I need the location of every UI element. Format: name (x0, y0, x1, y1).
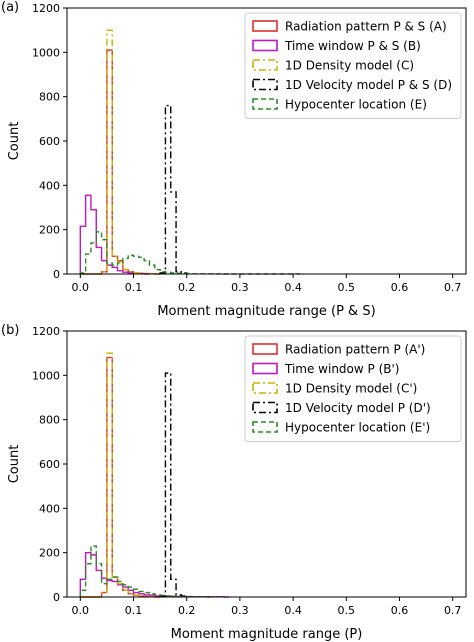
x-axis-label: Moment magnitude range (P) (171, 627, 363, 642)
x-tick-label: 0.2 (178, 281, 196, 294)
y-tick-label: 200 (39, 547, 60, 560)
y-tick-label: 600 (39, 135, 60, 148)
x-tick-label: 0.0 (72, 604, 90, 617)
legend-box (244, 12, 462, 119)
x-tick-label: 0.5 (338, 281, 356, 294)
y-axis-label: Count (7, 445, 22, 484)
legend: Radiation pattern P (A') Time window P (B… (244, 335, 462, 442)
histogram-series-B (79, 551, 230, 598)
legend-swatch-B (252, 362, 278, 375)
y-tick-label: 1000 (32, 46, 60, 59)
histogram-series-A (80, 356, 161, 598)
y-tick-label: 400 (39, 502, 60, 515)
axis-ticks: 0.0 0.1 0.2 0.3 0.4 0.5 0.6 0.7 0 200 400 600 800 100… (32, 2, 461, 294)
legend-entry-C: 1D Density model (C') (285, 382, 417, 396)
legend-entry-C: 1D Density model (C) (285, 59, 414, 73)
y-tick-label: 0 (53, 591, 60, 604)
y-tick-label: 1000 (32, 369, 60, 382)
histogram-series-C (80, 29, 161, 275)
histogram-series-A (80, 49, 161, 275)
legend-swatch-C (252, 382, 278, 394)
histogram-series-B (79, 194, 150, 275)
legend-swatch-A (252, 20, 278, 32)
x-tick-label: 0.1 (125, 604, 143, 617)
y-axis-label-text: Count (7, 122, 22, 161)
histogram-series-E (79, 231, 304, 275)
x-tick-label: 0.6 (391, 281, 409, 294)
legend-box (244, 335, 462, 442)
legend-entry-B: Time window P (B') (284, 362, 399, 376)
x-tick-label: 0.3 (231, 281, 249, 294)
x-tick-label: 0.7 (444, 281, 462, 294)
histogram-series-C (80, 352, 161, 598)
y-tick-label: 1200 (32, 2, 60, 15)
panel-b: (b) Count Moment magnitude range (P) 0.0… (1, 323, 467, 642)
x-tick-label: 0.0 (72, 281, 90, 294)
legend-entry-D: 1D Velocity model P & S (D) (285, 78, 452, 92)
y-tick-label: 0 (53, 268, 60, 281)
panel-a: (a) Count Moment magnitude range (P & S)… (1, 0, 467, 319)
legend-swatch-A (252, 343, 278, 355)
legend-swatch-B (252, 39, 278, 52)
y-tick-label: 200 (39, 224, 60, 237)
histogram-series-D (159, 372, 188, 597)
x-tick-label: 0.3 (231, 604, 249, 617)
y-tick-label: 400 (39, 179, 60, 192)
legend-entry-D: 1D Velocity model P (D') (285, 401, 431, 415)
legend-entry-B: Time window P & S (B) (284, 39, 421, 53)
y-tick-label: 800 (39, 414, 60, 427)
legend-swatch-C (252, 59, 278, 71)
legend-swatch-D (252, 78, 278, 91)
histogram-series-D (159, 104, 188, 274)
legend: Radiation pattern P & S (A) Time window P… (244, 12, 462, 119)
x-tick-label: 0.5 (338, 604, 356, 617)
x-tick-label: 0.1 (125, 281, 143, 294)
legend-entry-A: Radiation pattern P & S (A) (285, 20, 447, 34)
plot-frame (66, 330, 467, 598)
legend-swatch-E (252, 421, 278, 433)
legend-entry-E: Hypocenter location (E') (285, 421, 430, 435)
x-tick-label: 0.2 (178, 604, 196, 617)
legend-entry-E: Hypocenter location (E) (285, 98, 427, 112)
legend-entry-A: Radiation pattern P (A') (285, 343, 425, 357)
histogram-series-group (79, 352, 230, 598)
y-tick-label: 600 (39, 458, 60, 471)
x-tick-label: 0.4 (284, 604, 302, 617)
panel-label-a: (a) (1, 0, 19, 15)
x-tick-label: 0.7 (444, 604, 462, 617)
legend-swatch-D (252, 401, 278, 414)
x-tick-label: 0.6 (391, 604, 409, 617)
y-tick-label: 800 (39, 91, 60, 104)
x-tick-label: 0.4 (284, 281, 302, 294)
axis-ticks: 0.0 0.1 0.2 0.3 0.4 0.5 0.6 0.7 0 200 400 600 800 100… (32, 325, 461, 617)
histogram-series-E (79, 545, 214, 598)
plot-frame (66, 7, 467, 275)
y-tick-label: 1200 (32, 325, 60, 338)
y-axis-label-text: Count (7, 445, 22, 484)
x-axis-label: Moment magnitude range (P & S) (157, 304, 375, 319)
y-axis-label: Count (7, 122, 22, 161)
panel-label-b: (b) (1, 323, 19, 338)
legend-swatch-E (252, 98, 278, 110)
